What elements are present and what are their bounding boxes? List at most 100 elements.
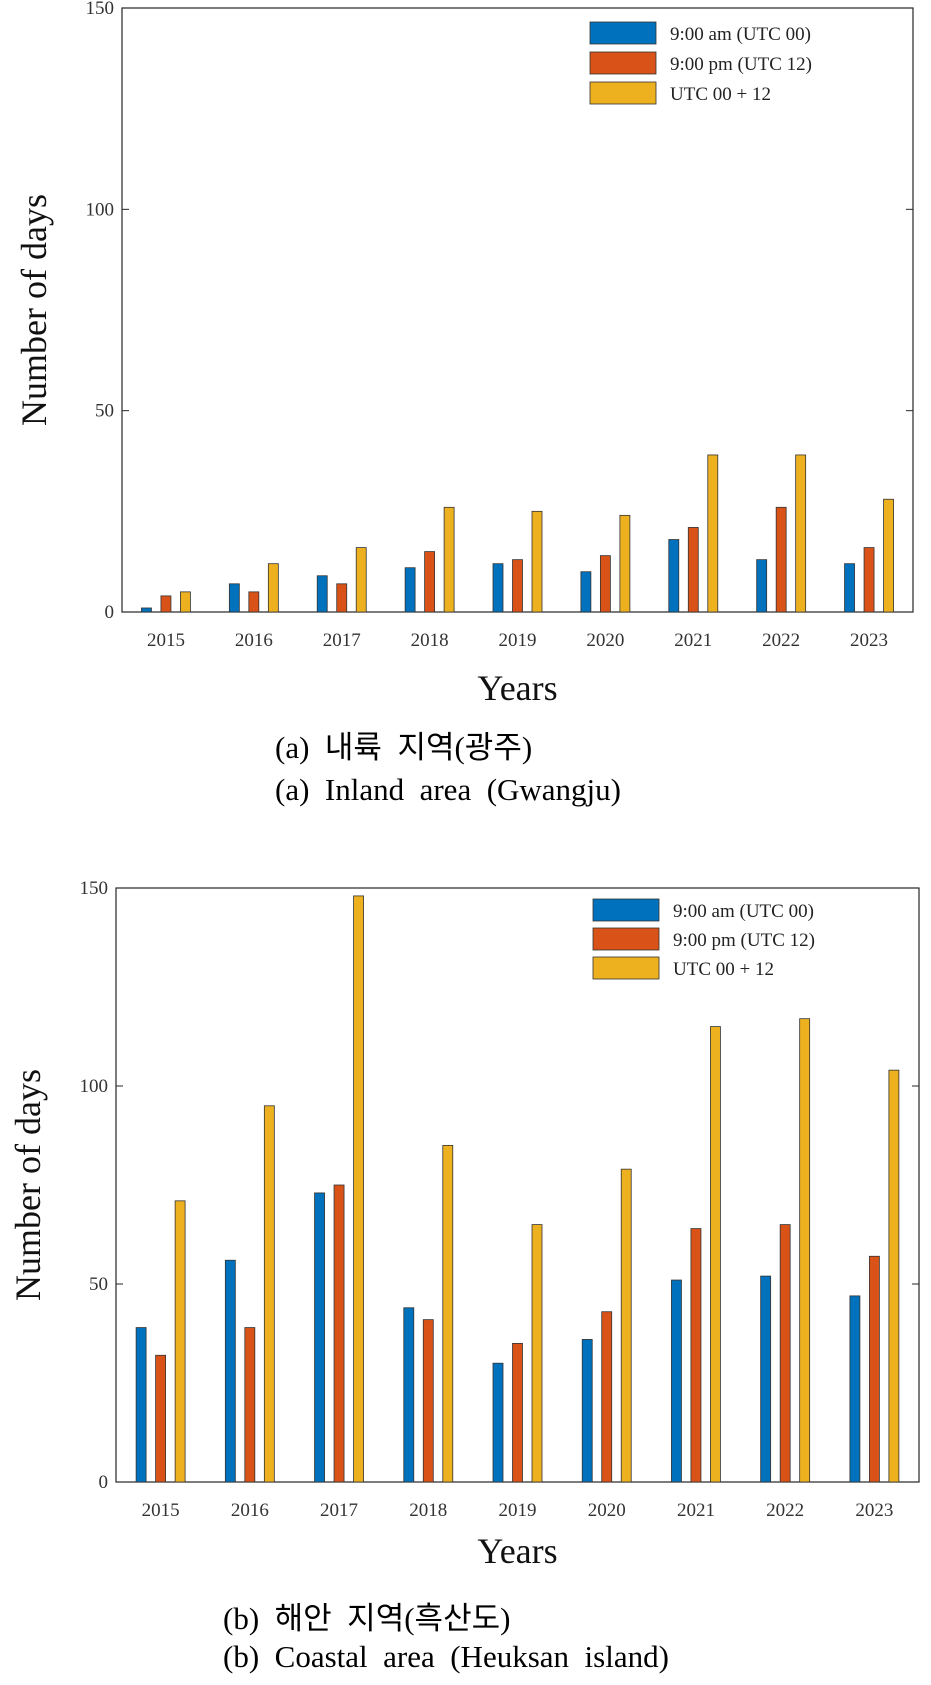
bar-utc00-12-2016 (263, 1105, 275, 1483)
x-tick-label: 2017 (320, 1500, 358, 1521)
bar-utc12-2021 (690, 1228, 702, 1483)
bar-utc12-2020 (601, 1311, 613, 1483)
bar-utc00-12-2015 (180, 591, 191, 613)
bar-utc00-2018 (404, 567, 416, 613)
legend-swatch (592, 956, 660, 980)
y-tick-label: 150 (86, 0, 115, 19)
bar-utc00-12-2018 (443, 506, 455, 613)
x-tick-label: 2016 (235, 630, 273, 651)
bar-utc00-12-2022 (795, 454, 807, 613)
bar-utc00-2016 (228, 583, 240, 613)
bar-utc12-2023 (868, 1255, 880, 1483)
y-tick-label: 100 (86, 199, 115, 220)
x-tick-label: 2019 (499, 1500, 537, 1521)
bar-utc00-2016 (224, 1259, 236, 1483)
x-tick-label: 2018 (409, 1500, 447, 1521)
y-axis-label: Number of days (14, 194, 54, 426)
x-axis-label: Years (477, 1531, 557, 1571)
caption-b-english: (b) Coastal area (Heuksan island) (223, 1639, 669, 1674)
legend-label: 9:00 am (UTC 00) (673, 901, 814, 922)
chart-panel-a: 0 50 100 150 2015 2016 2017 2018 2019 2020 2021 202… (14, 0, 914, 708)
bar-utc12-2019 (512, 1343, 523, 1483)
caption-a-korean: (a) 내륙 지역(광주) (275, 730, 533, 765)
bar-utc00-2023 (844, 563, 855, 613)
bar-utc00-12-2023 (888, 1069, 900, 1483)
bar-utc00-2022 (760, 1275, 772, 1483)
legend-swatch (589, 81, 657, 105)
y-tick-label: 0 (105, 602, 115, 623)
bar-utc00-12-2023 (883, 498, 894, 613)
bar-utc12-2017 (336, 583, 348, 613)
bar-utc00-12-2020 (620, 1168, 632, 1483)
bar-utc12-2016 (248, 591, 260, 613)
bar-utc00-12-2021 (707, 454, 719, 613)
legend-swatch (589, 21, 657, 45)
x-tick-label: 2020 (586, 630, 624, 651)
bar-utc12-2020 (599, 555, 611, 613)
bar-utc12-2021 (687, 527, 699, 613)
x-tick-label: 2020 (588, 1500, 626, 1521)
bar-utc00-2019 (492, 1362, 504, 1483)
x-axis-label: Years (477, 668, 557, 708)
y-tick-label: 50 (89, 1274, 108, 1295)
bar-utc00-12-2017 (353, 895, 364, 1483)
legend-swatch (592, 927, 660, 951)
x-tick-label: 2017 (323, 630, 361, 651)
y-tick-label: 50 (95, 401, 114, 422)
bar-utc00-12-2019 (531, 510, 543, 613)
x-tick-label: 2022 (766, 1500, 804, 1521)
x-tick-label: 2016 (231, 1500, 269, 1521)
bar-utc00-2015 (135, 1327, 147, 1483)
x-tick-label: 2023 (850, 630, 888, 651)
bar-utc00-2021 (668, 539, 680, 613)
bar-utc00-2019 (492, 563, 504, 613)
legend-label: 9:00 pm (UTC 12) (670, 54, 812, 75)
legend-swatch (592, 898, 660, 922)
y-tick-label: 150 (80, 878, 109, 899)
bar-utc12-2018 (424, 551, 436, 613)
plot-area (121, 7, 914, 613)
bar-utc00-2015 (141, 607, 152, 613)
bar-utc00-12-2019 (531, 1224, 543, 1483)
legend-label: UTC 00 + 12 (673, 959, 774, 980)
y-tick-label: 100 (80, 1076, 109, 1097)
bar-utc00-12-2018 (442, 1145, 454, 1483)
bar-utc00-12-2017 (355, 547, 367, 613)
legend: 9:00 am (UTC 00) 9:00 pm (UTC 12) UTC 00 +… (592, 898, 815, 980)
y-tick-label: 0 (99, 1472, 109, 1493)
x-tick-label: 2021 (677, 1500, 715, 1521)
bar-utc00-2022 (756, 559, 768, 613)
legend-swatch (589, 51, 657, 75)
x-tick-label: 2021 (674, 630, 712, 651)
bar-utc12-2022 (775, 506, 787, 613)
bar-utc12-2019 (512, 559, 523, 613)
caption-a-english: (a) Inland area (Gwangju) (275, 772, 621, 807)
bar-utc00-12-2020 (619, 514, 631, 613)
x-tick-label: 2023 (855, 1500, 893, 1521)
legend-label: 9:00 pm (UTC 12) (673, 930, 815, 951)
bar-utc12-2023 (863, 547, 875, 613)
bar-utc12-2015 (155, 1354, 167, 1483)
bar-utc00-12-2021 (710, 1026, 721, 1483)
bar-utc00-2017 (314, 1192, 325, 1483)
legend-label: 9:00 am (UTC 00) (670, 24, 811, 45)
chart-panel-b: 0 50 100 150 2015 2016 2017 2018 2019 2020 2021 202… (8, 878, 920, 1571)
caption-b-korean: (b) 해안 지역(흑산도) (223, 1601, 511, 1636)
x-tick-label: 2015 (142, 1500, 180, 1521)
x-tick-label: 2022 (762, 630, 800, 651)
bar-utc12-2017 (333, 1184, 345, 1483)
legend: 9:00 am (UTC 00) 9:00 pm (UTC 12) UTC 00 +… (589, 21, 812, 105)
bar-utc00-2017 (316, 575, 328, 613)
bar-utc12-2015 (160, 595, 172, 613)
bar-utc00-12-2022 (799, 1018, 811, 1483)
bar-utc12-2016 (244, 1327, 256, 1483)
x-tick-label: 2019 (499, 630, 537, 651)
bar-utc00-2020 (580, 571, 592, 613)
bar-utc00-2020 (581, 1339, 593, 1483)
bar-utc00-2023 (849, 1295, 861, 1483)
bar-utc12-2018 (422, 1319, 434, 1483)
bar-utc12-2022 (779, 1224, 791, 1483)
x-tick-label: 2015 (147, 630, 185, 651)
legend-label: UTC 00 + 12 (670, 84, 771, 105)
